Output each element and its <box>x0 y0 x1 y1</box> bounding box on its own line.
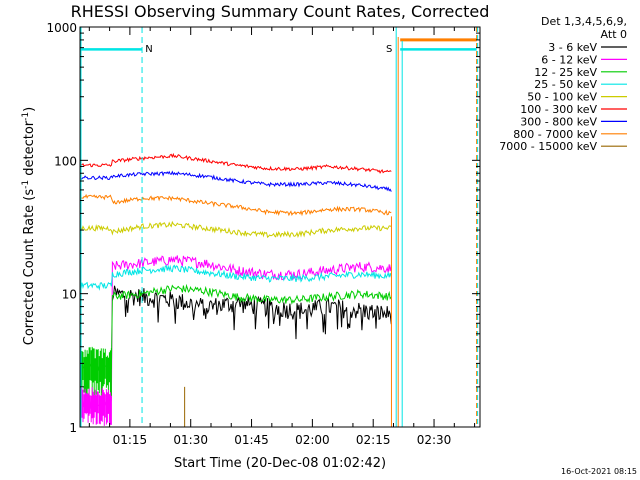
render-timestamp: 16-Oct-2021 08:15 <box>561 467 637 476</box>
series-line-100-300-kev <box>79 152 392 174</box>
legend-label: 800 - 7000 keV <box>513 128 597 141</box>
series-line-25-50-kev <box>79 264 392 291</box>
y-tick-label: 1 <box>69 421 77 435</box>
series-line-800-7000-kev <box>79 193 392 217</box>
pre-jump-noise-block <box>81 346 112 399</box>
series-line-3-6-kev <box>111 285 392 340</box>
legend-label: 12 - 25 keV <box>534 66 597 79</box>
annotation-s-label: S <box>386 44 392 55</box>
legend-header-line2: Att 0 <box>601 28 627 41</box>
legend-label: 50 - 100 keV <box>527 91 597 104</box>
legend-header-line1: Det 1,3,4,5,6,9, <box>541 15 627 28</box>
pre-jump-noise-block <box>81 387 112 426</box>
x-tick-label: 01:45 <box>234 433 269 447</box>
series-line-6-12-kev <box>79 255 392 409</box>
legend-label: 25 - 50 keV <box>534 78 597 91</box>
axis-layer: 1 10 100 1000 01:15 01:30 01:45 02:00 02:15 02:30 <box>46 21 480 447</box>
x-axis-label: Start Time (20-Dec-08 01:02:42) <box>174 456 386 471</box>
x-tick-label: 01:15 <box>113 433 148 447</box>
y-tick-label: 100 <box>54 154 77 168</box>
legend-label: 300 - 800 keV <box>520 115 597 128</box>
series-line-300-800-kev <box>79 170 392 192</box>
x-tick-label: 01:30 <box>173 433 208 447</box>
series-line-12-25-kev <box>79 283 392 372</box>
y-tick-label: 1000 <box>46 21 77 35</box>
y-tick-label: 10 <box>62 288 77 302</box>
legend-label: 6 - 12 keV <box>541 53 597 66</box>
x-tick-label: 02:15 <box>356 433 391 447</box>
legend-label: 100 - 300 keV <box>520 103 597 116</box>
chart-title: RHESSI Observing Summary Count Rates, Co… <box>71 2 490 21</box>
plot-frame <box>79 26 481 428</box>
x-tick-label: 02:30 <box>417 433 452 447</box>
legend-label: 3 - 6 keV <box>548 41 597 54</box>
annotation-n-label: N <box>145 44 152 55</box>
x-tick-label: 02:00 <box>295 433 330 447</box>
legend-label: 7000 - 15000 keV <box>499 140 597 153</box>
series-line-50-100-kev <box>79 220 392 239</box>
y-axis-label: Corrected Count Rate (s-1 detector-1) <box>21 107 37 345</box>
